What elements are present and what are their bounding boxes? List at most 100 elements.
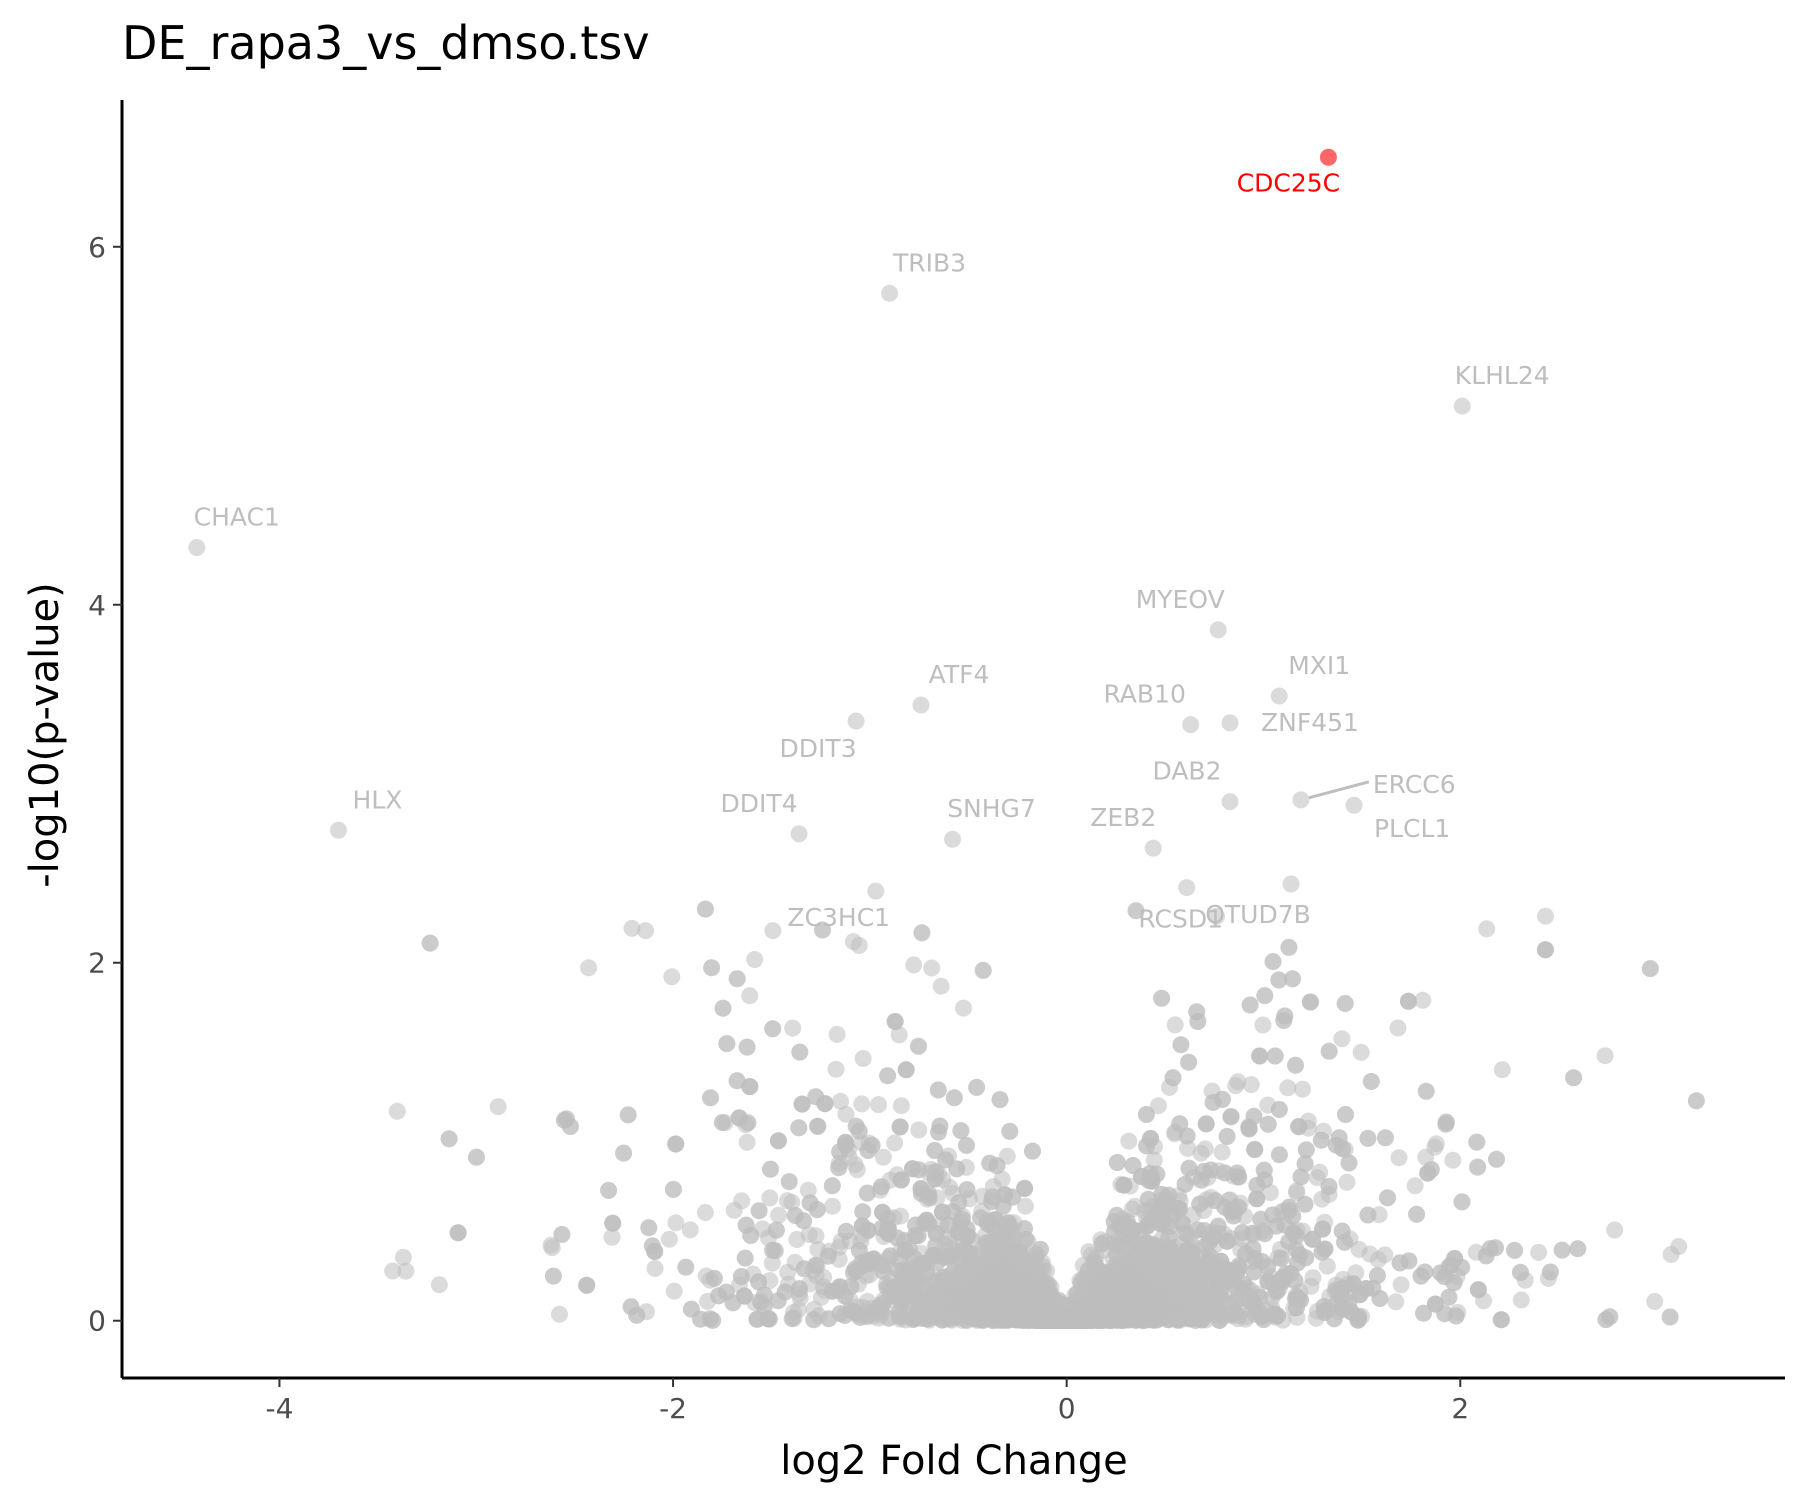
data-point [701, 1310, 719, 1328]
data-point [544, 1267, 562, 1285]
data-point [1176, 1175, 1194, 1193]
data-point [551, 1305, 568, 1323]
data-point [1318, 1257, 1336, 1275]
data-point [952, 1122, 970, 1140]
data-point [713, 1114, 731, 1131]
data-point [892, 1207, 910, 1225]
data-point [1241, 996, 1259, 1014]
data-point [1311, 1163, 1329, 1181]
data-point [1352, 1043, 1370, 1061]
data-point [663, 968, 681, 986]
data-point [728, 1072, 746, 1090]
data-point [1208, 907, 1225, 925]
data-point [1149, 1097, 1167, 1115]
data-point [421, 934, 439, 952]
data-point [637, 922, 655, 940]
data-point [1601, 1308, 1619, 1326]
data-point [974, 961, 992, 979]
data-point [703, 959, 721, 977]
data-point [929, 1081, 947, 1099]
data-point [844, 933, 862, 951]
data-point [948, 1160, 966, 1178]
data-point [1362, 1073, 1380, 1090]
data-point [580, 959, 598, 977]
data-point [1294, 1080, 1311, 1098]
data-point [1242, 1076, 1260, 1094]
data-point [640, 1219, 658, 1237]
data-point [783, 1310, 801, 1328]
data-point [430, 1276, 448, 1294]
data-point [646, 1260, 664, 1277]
data-point [778, 1192, 796, 1210]
data-point [665, 1282, 683, 1300]
data-point [1427, 1135, 1445, 1153]
data-point [1166, 1016, 1184, 1034]
data-point [854, 1050, 872, 1067]
data-point [750, 1202, 768, 1220]
data-point [1164, 1069, 1182, 1087]
data-point [619, 1106, 637, 1124]
data-point [800, 1226, 818, 1243]
data-point [1255, 1161, 1273, 1179]
data-point [1350, 1240, 1368, 1258]
data-point [905, 956, 923, 974]
data-point [870, 1096, 887, 1114]
data-point [468, 1148, 485, 1166]
data-point [1276, 1007, 1294, 1025]
data-point [1389, 1019, 1407, 1037]
data-point [1387, 1293, 1405, 1311]
data-point [1414, 991, 1432, 1009]
data-point [1196, 1140, 1214, 1158]
data-point [886, 1134, 904, 1152]
data-point [1606, 1221, 1624, 1239]
data-point [1530, 1243, 1548, 1261]
data-point [910, 1121, 928, 1139]
data-point [1392, 1276, 1410, 1294]
data-point [1191, 1195, 1209, 1213]
data-point [853, 1095, 871, 1113]
data-point [890, 1026, 908, 1044]
data-point [1371, 1290, 1389, 1307]
data-point [397, 1262, 415, 1280]
data-point [660, 1230, 678, 1248]
data-point [1120, 1132, 1138, 1150]
data-point [1444, 1151, 1462, 1169]
data-point [824, 1197, 841, 1215]
data-point [738, 1133, 756, 1151]
data-point [1244, 1224, 1261, 1242]
data-point [945, 1089, 963, 1107]
data-point [1145, 1151, 1163, 1169]
data-point [1661, 1308, 1679, 1326]
data-point [615, 1144, 633, 1162]
data-point [879, 1067, 897, 1085]
data-point [1670, 1238, 1688, 1255]
data-point [1406, 1177, 1424, 1195]
data-point [1512, 1291, 1530, 1309]
data-point [808, 1201, 826, 1219]
data-point [440, 1130, 458, 1148]
data-point [1338, 1173, 1356, 1191]
data-point [1512, 1263, 1529, 1281]
data-point [746, 951, 764, 968]
data-point [926, 1142, 944, 1159]
chart-title: DE_rapa3_vs_dmso.tsv [122, 16, 650, 70]
data-point [1493, 1061, 1511, 1079]
data-point [384, 1262, 402, 1280]
data-point [799, 1181, 817, 1199]
data-point [714, 999, 732, 1017]
data-point [1254, 1016, 1272, 1034]
data-point [1646, 1293, 1664, 1310]
data-point [1179, 1139, 1197, 1157]
data-point [1017, 1231, 1035, 1248]
data-point [1340, 1154, 1358, 1172]
data-point [819, 1247, 837, 1265]
data-point [603, 1228, 621, 1246]
data-point [1641, 960, 1659, 978]
data-point [983, 1193, 1001, 1211]
data-point [1333, 1030, 1351, 1048]
data-point [733, 1192, 751, 1210]
data-point [1488, 1150, 1505, 1168]
data-point [1180, 1159, 1198, 1177]
data-point [972, 1209, 990, 1227]
